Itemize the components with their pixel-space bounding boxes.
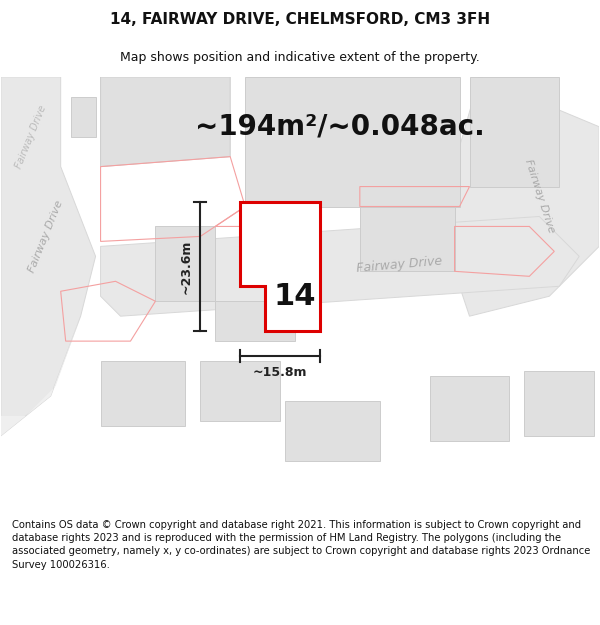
Text: ~23.6m: ~23.6m [179, 239, 193, 294]
Text: Fairway Drive: Fairway Drive [26, 199, 65, 274]
Text: 14, FAIRWAY DRIVE, CHELMSFORD, CM3 3FH: 14, FAIRWAY DRIVE, CHELMSFORD, CM3 3FH [110, 12, 490, 27]
Polygon shape [470, 77, 559, 186]
Polygon shape [101, 77, 230, 167]
Text: ~194m²/~0.048ac.: ~194m²/~0.048ac. [195, 112, 485, 141]
Polygon shape [200, 361, 280, 421]
Polygon shape [1, 77, 95, 436]
Polygon shape [215, 301, 295, 341]
Text: Map shows position and indicative extent of the property.: Map shows position and indicative extent… [120, 51, 480, 64]
Polygon shape [285, 401, 380, 461]
Polygon shape [449, 77, 599, 316]
Polygon shape [524, 371, 594, 436]
Polygon shape [360, 206, 455, 271]
Polygon shape [245, 77, 460, 206]
Text: 14: 14 [274, 282, 316, 311]
Polygon shape [155, 226, 215, 301]
Text: Fairway Drive: Fairway Drive [523, 158, 556, 235]
Polygon shape [71, 97, 95, 137]
Polygon shape [1, 77, 95, 436]
Text: ~15.8m: ~15.8m [253, 366, 307, 379]
Polygon shape [101, 361, 185, 426]
Text: Fairway Drive: Fairway Drive [356, 254, 443, 274]
Text: Fairway Drive: Fairway Drive [14, 104, 48, 170]
Polygon shape [430, 376, 509, 441]
Polygon shape [240, 201, 320, 331]
Polygon shape [101, 216, 579, 316]
Text: Contains OS data © Crown copyright and database right 2021. This information is : Contains OS data © Crown copyright and d… [12, 520, 590, 569]
